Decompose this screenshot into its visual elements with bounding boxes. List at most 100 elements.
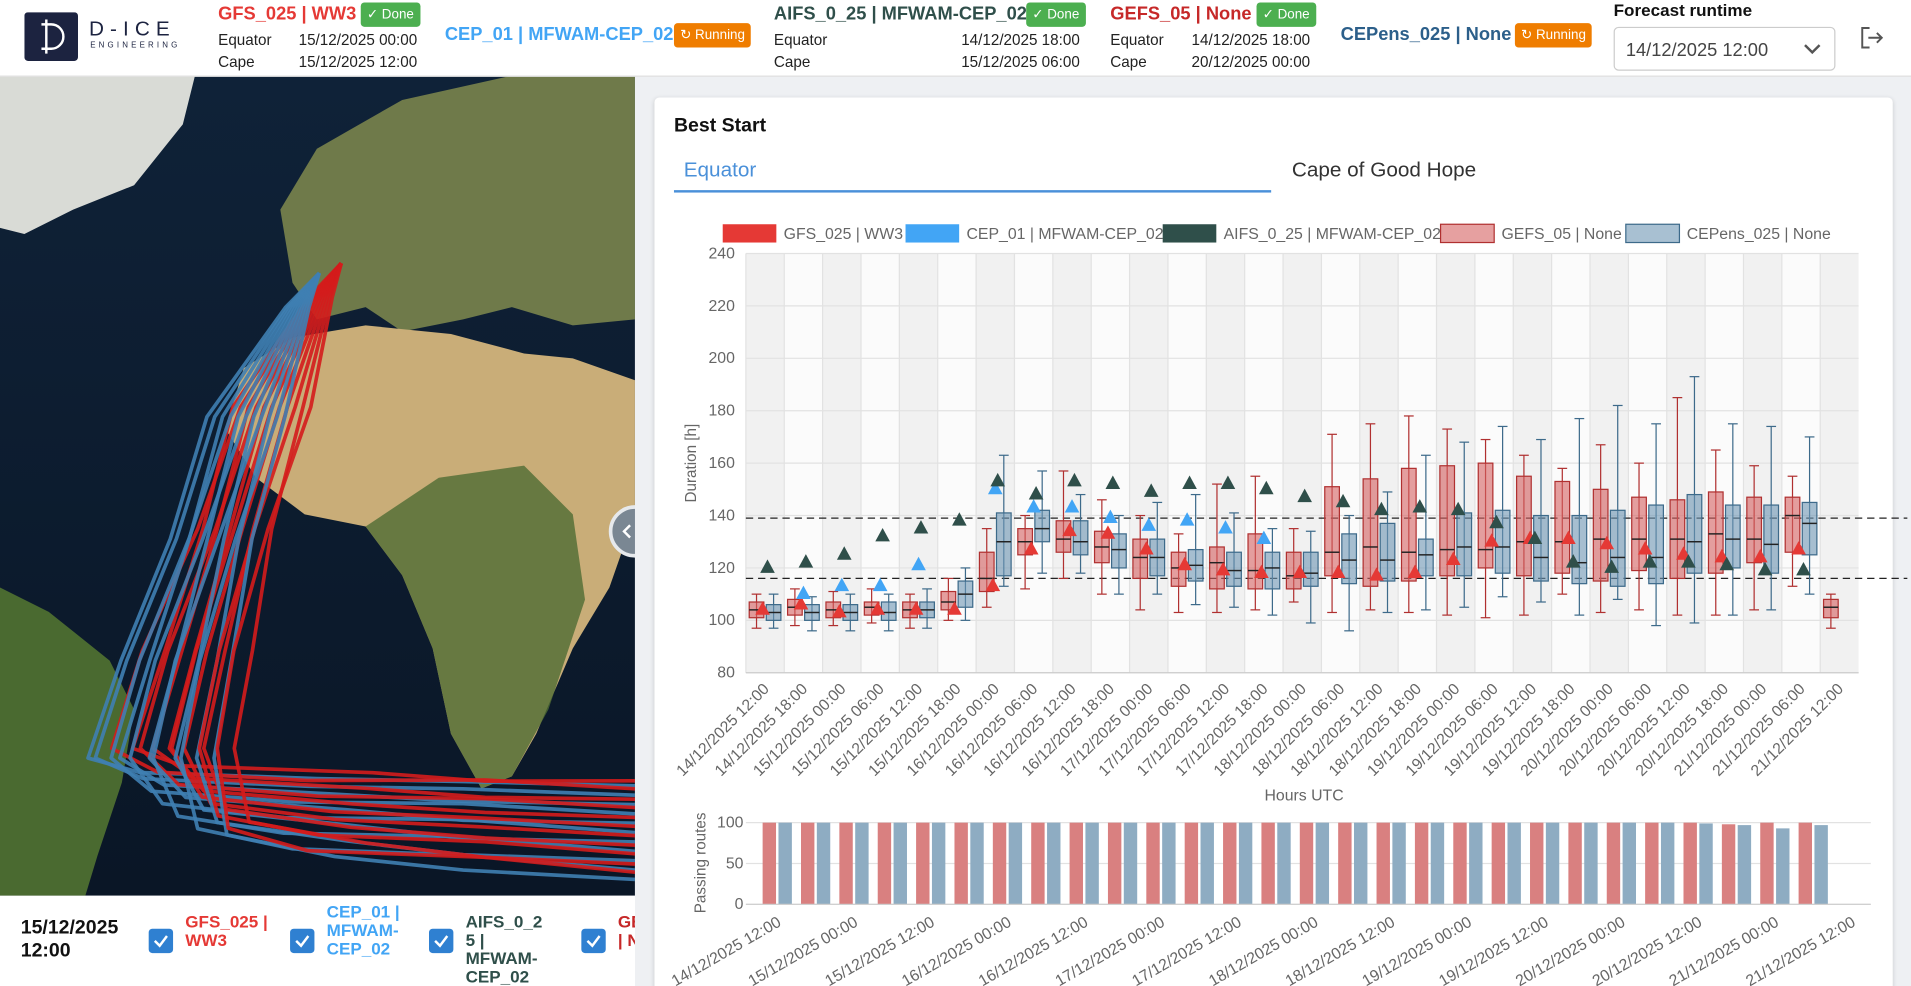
- route-track: [232, 262, 635, 866]
- box: [1379, 522, 1396, 582]
- route-track: [128, 272, 635, 835]
- check: [295, 935, 310, 948]
- box: [1571, 514, 1588, 585]
- filter-label: GEFS_05 | None: [617, 911, 635, 950]
- bar: [1085, 822, 1099, 905]
- bar: [1453, 822, 1467, 905]
- triangle-marker: [1062, 522, 1077, 537]
- triangle-marker: [1100, 525, 1116, 539]
- triangle-marker: [755, 601, 770, 615]
- bar: [1545, 822, 1560, 905]
- tab[interactable]: Equator: [683, 158, 757, 182]
- box: [1264, 551, 1281, 590]
- bar: [992, 822, 1007, 905]
- box: [880, 601, 897, 621]
- triangle-marker: [1637, 541, 1653, 555]
- triangle-marker: [947, 601, 962, 615]
- y-tick-label: 140: [708, 507, 735, 524]
- status-badge: Done: [1026, 2, 1086, 27]
- check-icon: [295, 935, 310, 948]
- box: [978, 551, 995, 593]
- box: [1341, 533, 1358, 585]
- logout-button[interactable]: [1859, 24, 1886, 51]
- filter-checkbox[interactable]: [429, 928, 454, 954]
- row-value: 15/12/2025 00:00: [298, 31, 418, 49]
- route-track: [109, 271, 635, 816]
- triangle-marker: [1026, 499, 1041, 513]
- box: [1707, 491, 1724, 574]
- box: [1763, 504, 1780, 574]
- triangle-marker: [1023, 541, 1039, 555]
- legend-label: GEFS_05 | None: [1502, 226, 1622, 243]
- model-name: CEPens_025 | None: [1340, 24, 1512, 46]
- bar: [893, 822, 907, 905]
- box: [1686, 493, 1703, 574]
- row-label: Cape: [218, 53, 255, 71]
- runtime-value: 14/12/2025 12:00: [1625, 40, 1769, 61]
- africa-forest: [365, 465, 585, 789]
- bar: [1737, 825, 1752, 905]
- triangle-marker: [1067, 472, 1082, 487]
- bar: [931, 822, 946, 905]
- box: [1784, 496, 1801, 553]
- model-name: GFS_025 | WW3: [218, 3, 357, 25]
- box: [1648, 504, 1665, 585]
- triangle-marker: [1791, 541, 1806, 555]
- y-tick-label: 180: [708, 403, 735, 420]
- legend-swatch: [1162, 224, 1217, 243]
- bar: [1146, 822, 1160, 905]
- triangle-marker: [1565, 554, 1581, 568]
- triangle-marker: [1719, 556, 1735, 571]
- row-value: 15/12/2025 12:00: [298, 53, 418, 71]
- runtime-select[interactable]: 14/12/2025 12:00: [1613, 26, 1836, 71]
- x-axis-label: Hours UTC: [1264, 788, 1343, 805]
- filter-checkbox[interactable]: [581, 928, 606, 954]
- triangle-marker: [1561, 530, 1576, 544]
- bar: [1223, 822, 1237, 905]
- bar: [1008, 822, 1023, 905]
- y-tick-label: 100: [708, 612, 735, 629]
- tab[interactable]: Cape of Good Hope: [1291, 158, 1477, 182]
- y-tick-label: 200: [708, 350, 735, 367]
- row-value: 15/12/2025 06:00: [961, 53, 1080, 71]
- triangle-marker: [913, 520, 929, 534]
- triangle-marker: [1103, 509, 1118, 524]
- triangle-marker: [1182, 475, 1197, 489]
- bar: [970, 822, 984, 905]
- triangle-marker: [1330, 564, 1346, 579]
- y-tick-label: 160: [708, 455, 735, 472]
- legend-label: AIFS_0_25 | MFWAM-CEP_02: [1224, 226, 1441, 243]
- status-badge: Done: [1256, 2, 1316, 27]
- triangle-marker: [1484, 533, 1499, 547]
- triangle-marker: [1599, 535, 1615, 550]
- model-name: AIFS_0_25 | MFWAM-CEP_02: [773, 3, 1027, 25]
- legend-swatch: [722, 224, 777, 243]
- bar: [1031, 822, 1045, 905]
- triangle-marker: [1752, 548, 1768, 563]
- bar: [816, 822, 831, 905]
- bar: [1392, 822, 1406, 905]
- triangle-marker: [1796, 562, 1811, 576]
- y-axis-label: Duration [h]: [683, 424, 700, 503]
- triangle-marker: [1141, 517, 1157, 531]
- bar: [1699, 823, 1713, 905]
- box: [1631, 496, 1647, 572]
- box: [1110, 533, 1127, 569]
- triangle-marker: [990, 472, 1006, 487]
- box: [1302, 551, 1319, 587]
- tab-underline: [673, 190, 1272, 193]
- bar: [1047, 822, 1061, 905]
- check-icon: [153, 935, 168, 948]
- box: [1592, 488, 1609, 582]
- box: [1724, 504, 1741, 569]
- triangle-marker: [1215, 562, 1231, 576]
- selected-date: 15/12/2025 12:00: [20, 917, 119, 962]
- row-label: Equator: [773, 31, 828, 49]
- triangle-marker: [1681, 554, 1696, 568]
- triangle-marker: [1450, 501, 1466, 516]
- filter-checkbox[interactable]: [148, 928, 174, 954]
- filter-checkbox[interactable]: [290, 928, 315, 954]
- legend-label: CEP_01 | MFWAM-CEP_02: [966, 226, 1163, 243]
- bar: [839, 822, 853, 905]
